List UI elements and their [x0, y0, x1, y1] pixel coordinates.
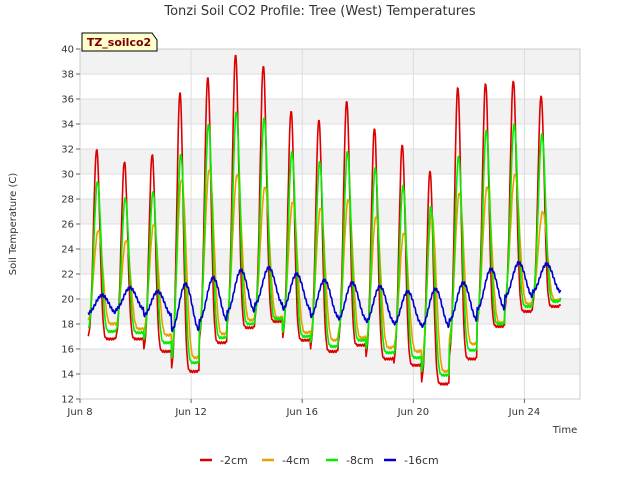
x-axis-label: Time [552, 425, 577, 436]
series-line-minus-16cm [87, 260, 562, 333]
plot-background [80, 49, 580, 399]
x-tick-label: Jun 12 [174, 407, 207, 418]
legend: -2cm -4cm -8cm -16cm [200, 454, 439, 467]
site-tag-box [81, 32, 158, 52]
plot-band [80, 224, 580, 249]
site-tag-label: TZ_soilco2 [87, 36, 151, 49]
site-tag: TZ_soilco2 [81, 32, 158, 52]
plot-band [80, 149, 580, 174]
y-tick-label: 38 [61, 70, 74, 81]
plot-band [80, 49, 580, 74]
x-tick-label: Jun 24 [508, 407, 541, 418]
plot-band [80, 349, 580, 374]
series-line-minus-2cm [87, 54, 562, 386]
y-tick-label: 26 [61, 220, 74, 231]
y-tick-label: 32 [61, 145, 74, 156]
y-tick-label: 22 [61, 270, 74, 281]
y-tick-label: 36 [61, 95, 74, 106]
y-axis-ticks: 12 14 16 18 20 22 24 26 28 30 32 34 36 38 40 [61, 45, 80, 406]
y-tick-label: 24 [61, 245, 74, 256]
series-lines [87, 54, 562, 386]
plot-band [80, 74, 580, 99]
y-tick-label: 20 [61, 295, 74, 306]
y-axis-label: Soil Temperature (C) [8, 173, 19, 276]
plot-band [80, 99, 580, 124]
y-tick-label: 16 [61, 345, 74, 356]
y-tick-label: 28 [61, 195, 74, 206]
legend-label: -16cm [404, 454, 439, 467]
y-tick-label: 12 [61, 395, 74, 406]
legend-label: -8cm [346, 454, 374, 467]
x-tick-label: Jun 16 [285, 407, 318, 418]
legend-label: -4cm [282, 454, 310, 467]
plot-band [80, 374, 580, 399]
y-tick-label: 34 [61, 120, 74, 131]
y-tick-label: 14 [61, 370, 74, 381]
y-tick-label: 40 [61, 45, 74, 56]
plot-band [80, 174, 580, 199]
y-tick-label: 30 [61, 170, 74, 181]
x-tick-label: Jun 8 [66, 407, 92, 418]
y-tick-label: 18 [61, 320, 74, 331]
plot-band [80, 249, 580, 274]
plot-band [80, 199, 580, 224]
plot-band [80, 124, 580, 149]
series-line-minus-8cm [87, 111, 562, 378]
legend-label: -2cm [220, 454, 248, 467]
x-tick-label: Jun 20 [397, 407, 430, 418]
chart-title: Tonzi Soil CO2 Profile: Tree (West) Temp… [163, 4, 476, 19]
x-axis-ticks: Jun 8 Jun 12 Jun 16 Jun 20 Jun 24 [66, 399, 540, 418]
